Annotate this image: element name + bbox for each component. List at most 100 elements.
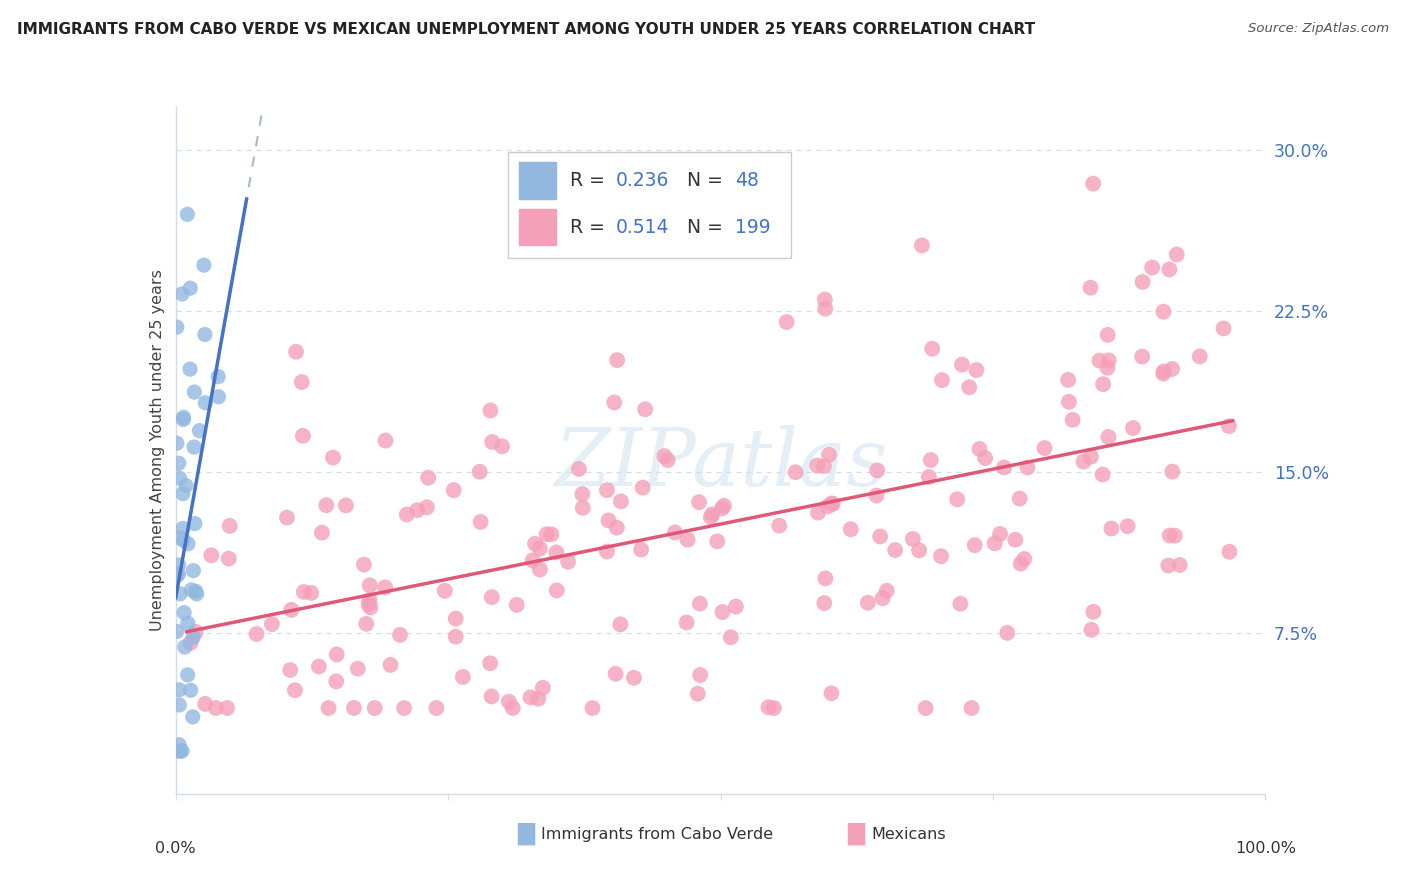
Point	[983, 536, 1005, 550]
Point	[988, 527, 1011, 541]
Point	[354, 616, 377, 631]
Point	[169, 531, 191, 545]
Point	[519, 690, 541, 705]
Point	[813, 596, 835, 610]
Point	[1157, 558, 1180, 573]
Point	[183, 440, 205, 454]
Point	[284, 683, 307, 698]
Point	[360, 600, 382, 615]
Point	[166, 744, 188, 758]
Point	[785, 465, 807, 479]
Point	[389, 628, 412, 642]
Point	[1008, 491, 1031, 506]
Text: R =: R =	[571, 171, 612, 190]
Point	[392, 701, 415, 715]
Point	[186, 587, 208, 601]
Text: 0.514: 0.514	[616, 218, 669, 236]
Point	[814, 301, 837, 316]
Point	[901, 532, 924, 546]
Point	[724, 599, 747, 614]
Point	[876, 583, 898, 598]
Point	[491, 439, 513, 453]
Point	[571, 487, 593, 501]
Point	[311, 525, 333, 540]
Point	[169, 698, 191, 712]
Point	[406, 503, 429, 517]
Point	[700, 510, 723, 524]
Point	[974, 450, 997, 465]
Point	[416, 500, 439, 515]
Point	[166, 568, 188, 582]
Point	[218, 519, 240, 533]
Point	[179, 281, 201, 295]
Point	[176, 668, 198, 682]
Point	[363, 701, 385, 715]
FancyBboxPatch shape	[519, 209, 557, 245]
Point	[914, 701, 936, 715]
Point	[605, 666, 627, 681]
Point	[443, 483, 465, 498]
Text: N =: N =	[686, 171, 728, 190]
Point	[814, 293, 837, 307]
Point	[1130, 350, 1153, 364]
Point	[1188, 350, 1211, 364]
Point	[706, 534, 728, 549]
Point	[380, 657, 402, 672]
Point	[524, 537, 547, 551]
Point	[167, 558, 190, 572]
Point	[606, 521, 628, 535]
Point	[676, 533, 699, 547]
Point	[596, 544, 619, 558]
Point	[921, 342, 943, 356]
Point	[181, 630, 204, 644]
Point	[866, 463, 889, 477]
Point	[634, 402, 657, 417]
Point	[931, 373, 953, 387]
Point	[540, 527, 562, 541]
Point	[183, 564, 205, 578]
Text: IMMIGRANTS FROM CABO VERDE VS MEXICAN UNEMPLOYMENT AMONG YOUTH UNDER 25 YEARS CO: IMMIGRANTS FROM CABO VERDE VS MEXICAN UN…	[17, 22, 1035, 37]
Point	[276, 510, 298, 524]
Point	[173, 533, 195, 548]
Point	[347, 662, 370, 676]
Point	[529, 541, 551, 556]
Point	[963, 538, 986, 552]
Point	[1010, 557, 1032, 571]
Point	[335, 499, 357, 513]
Point	[470, 515, 492, 529]
Point	[1116, 519, 1139, 533]
Point	[425, 701, 447, 715]
Point	[1033, 441, 1056, 455]
Point	[1081, 177, 1104, 191]
Point	[993, 460, 1015, 475]
Point	[374, 434, 396, 448]
Text: N =: N =	[686, 218, 728, 236]
Point	[536, 527, 558, 541]
Point	[169, 587, 191, 601]
Point	[1057, 373, 1080, 387]
Point	[280, 603, 302, 617]
Point	[1153, 364, 1175, 378]
Point	[950, 358, 973, 372]
Point	[433, 583, 456, 598]
Point	[872, 591, 894, 606]
Point	[481, 434, 503, 449]
Point	[710, 501, 733, 516]
Point	[315, 498, 337, 512]
Point	[908, 543, 931, 558]
Point	[1097, 327, 1119, 342]
Point	[172, 521, 194, 535]
Point	[506, 598, 529, 612]
Point	[522, 553, 544, 567]
Point	[359, 593, 381, 607]
Text: Mexicans: Mexicans	[872, 827, 946, 841]
Point	[1218, 545, 1240, 559]
Point	[207, 390, 229, 404]
Point	[184, 584, 207, 599]
Point	[167, 738, 190, 752]
Point	[170, 744, 193, 758]
Point	[215, 701, 238, 715]
Point	[173, 640, 195, 654]
Point	[688, 495, 710, 509]
Point	[856, 596, 879, 610]
